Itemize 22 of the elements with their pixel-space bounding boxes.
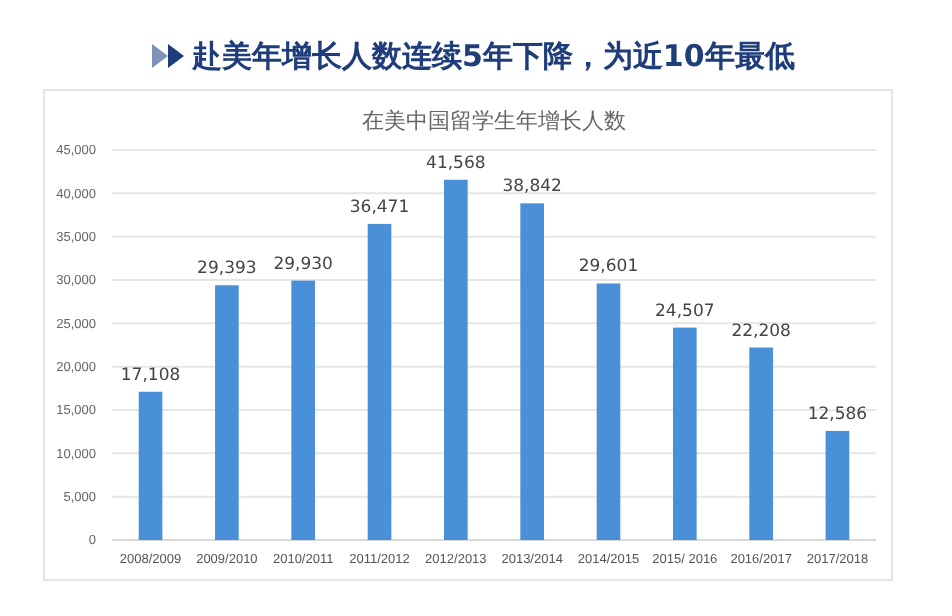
bar bbox=[520, 203, 544, 540]
bar bbox=[672, 327, 697, 540]
bar bbox=[367, 223, 392, 540]
data-label: 38,842 bbox=[502, 177, 562, 198]
bar bbox=[596, 283, 621, 540]
bar bbox=[825, 430, 850, 540]
data-label: 12,586 bbox=[807, 404, 868, 425]
data-label: 24,507 bbox=[655, 301, 715, 322]
bar bbox=[215, 285, 239, 540]
bar bbox=[444, 179, 468, 540]
data-label: 36,471 bbox=[349, 197, 410, 218]
bar bbox=[749, 347, 773, 540]
chart-subtitle: 在美中国留学生年增长人数 bbox=[362, 108, 626, 134]
chart-title: 赴美年增长人数连续5年下降，为近10年最低 bbox=[190, 38, 795, 74]
data-label: 22,208 bbox=[731, 321, 791, 342]
data-label: 41,568 bbox=[426, 153, 486, 174]
bar bbox=[138, 391, 163, 540]
data-label: 29,393 bbox=[197, 259, 257, 280]
data-label: 17,108 bbox=[120, 365, 181, 386]
data-label: 29,601 bbox=[578, 257, 639, 278]
data-label: 29,930 bbox=[273, 254, 333, 275]
bar bbox=[291, 280, 316, 540]
